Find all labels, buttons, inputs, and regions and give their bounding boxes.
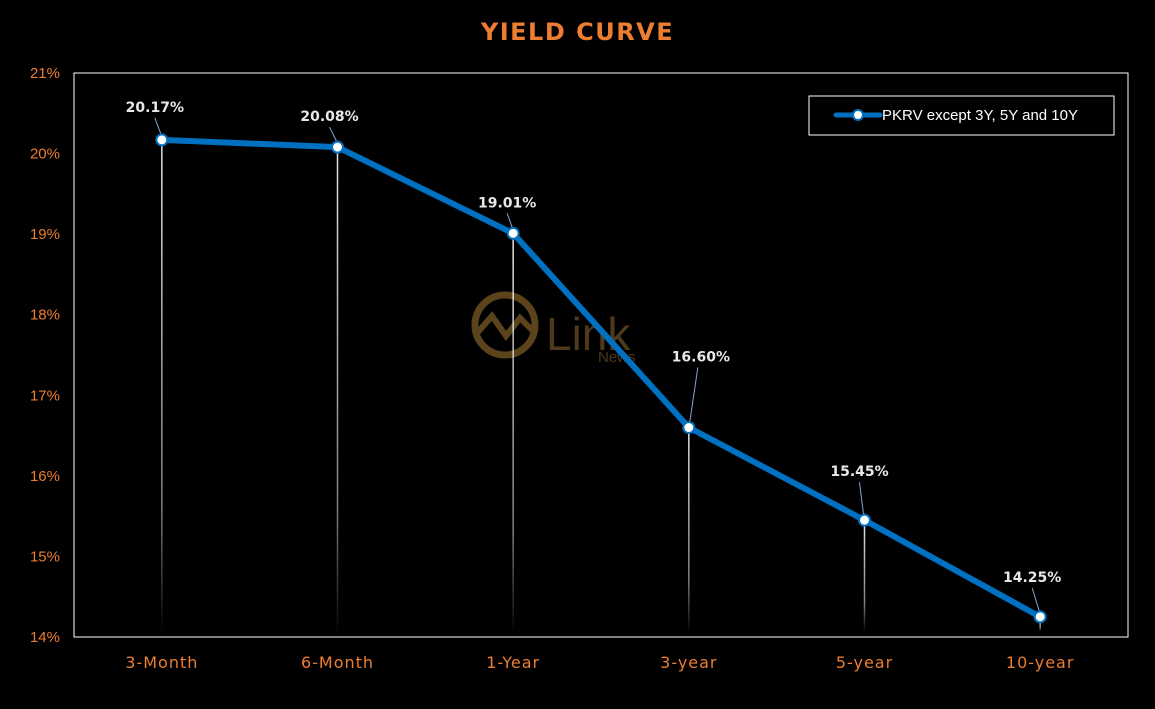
y-tick-label: 21%: [30, 65, 60, 82]
drop-line: [512, 233, 514, 631]
x-tick-label: 10-year: [1006, 653, 1075, 672]
data-label-leader: [689, 367, 699, 422]
x-tick-label: 5-year: [836, 653, 893, 672]
drop-line: [688, 427, 690, 631]
series-line: [158, 136, 1044, 620]
data-point: [331, 140, 344, 154]
data-point: [858, 513, 871, 527]
y-tick-label: 15%: [30, 548, 60, 565]
drop-line: [863, 520, 866, 631]
chart-title: YIELD CURVE: [480, 18, 675, 46]
y-tick-label: 16%: [30, 468, 60, 485]
y-tick-label: 17%: [30, 387, 60, 404]
data-label-leader: [506, 213, 513, 228]
x-tick-label: 1-Year: [486, 653, 540, 672]
plot-area-border: [73, 72, 1129, 638]
watermark-logo: Link News: [471, 291, 636, 366]
drop-line: [161, 139, 163, 632]
data-label-leader: [1031, 587, 1040, 612]
data-point: [506, 226, 520, 240]
data-point: [682, 421, 696, 435]
data-label-leader: [859, 482, 864, 515]
x-tick-label: 3-Month: [125, 653, 198, 672]
data-label-leader: [329, 126, 337, 142]
x-tick-label: 6-Month: [301, 653, 374, 672]
legend: PKRV except 3Y, 5Y and 10Y: [808, 95, 1115, 136]
legend-label: PKRV except 3Y, 5Y and 10Y: [882, 107, 1078, 124]
data-label: 19.01%: [478, 195, 536, 211]
legend-swatch-marker: [852, 109, 864, 121]
data-label-leader: [154, 117, 162, 135]
data-label: 14.25%: [1003, 570, 1061, 586]
data-label: 16.60%: [672, 350, 730, 366]
y-tick-label: 20%: [30, 146, 60, 163]
x-tick-label: 3-year: [660, 653, 717, 672]
data-label: 15.45%: [830, 464, 888, 480]
watermark-circle-icon: [471, 291, 539, 359]
data-point: [1033, 610, 1047, 624]
data-label: 20.17%: [126, 100, 184, 116]
y-tick-label: 18%: [30, 307, 60, 324]
y-tick-label: 14%: [30, 629, 60, 646]
data-point: [155, 133, 169, 147]
drop-line: [336, 147, 339, 631]
y-tick-label: 19%: [30, 226, 60, 243]
watermark-zigzag-icon: [475, 311, 537, 342]
data-label: 20.08%: [300, 109, 358, 125]
drop-line: [1039, 616, 1041, 631]
